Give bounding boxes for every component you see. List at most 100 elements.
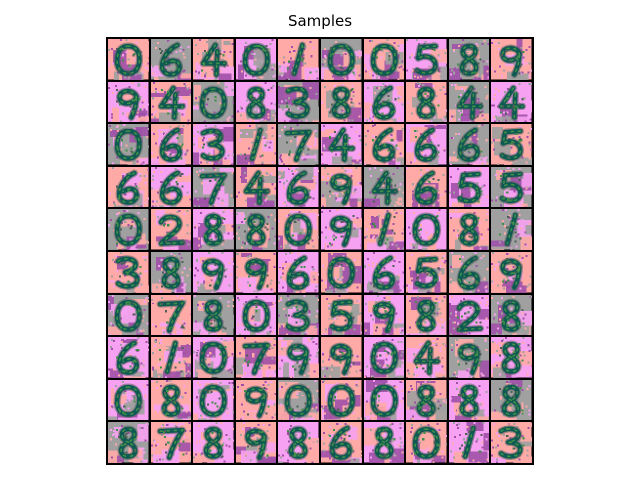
sample-image xyxy=(108,81,149,123)
sample-image xyxy=(193,422,234,463)
sample-image xyxy=(235,209,277,250)
sample-tile xyxy=(108,124,149,165)
sample-image xyxy=(150,422,192,463)
sample-image xyxy=(235,39,277,80)
sample-tile xyxy=(320,294,362,336)
sample-tile xyxy=(491,39,532,80)
sample-tile xyxy=(150,166,192,208)
sample-image xyxy=(448,251,490,293)
sample-image xyxy=(150,124,192,165)
sample-image xyxy=(235,81,277,123)
sample-tile xyxy=(193,379,234,421)
sample-image xyxy=(108,124,149,165)
sample-tile xyxy=(448,124,490,165)
sample-image xyxy=(278,39,319,80)
sample-image xyxy=(448,166,490,208)
sample-tile xyxy=(363,422,405,463)
sample-image xyxy=(108,422,149,463)
sample-image xyxy=(448,337,490,378)
sample-image xyxy=(150,39,192,80)
sample-tile xyxy=(235,294,277,336)
sample-image xyxy=(278,379,319,421)
sample-tile xyxy=(108,81,149,123)
sample-image xyxy=(108,379,149,421)
sample-tile xyxy=(193,294,234,336)
sample-tile xyxy=(278,379,319,421)
sample-image xyxy=(278,294,319,336)
sample-tile xyxy=(150,81,192,123)
sample-tile xyxy=(278,39,319,80)
sample-image xyxy=(448,422,490,463)
sample-tile xyxy=(406,124,447,165)
sample-image xyxy=(320,209,362,250)
sample-grid-frame xyxy=(106,37,534,465)
sample-image xyxy=(235,294,277,336)
sample-image xyxy=(278,81,319,123)
sample-tile xyxy=(363,124,405,165)
sample-tile xyxy=(193,124,234,165)
sample-tile xyxy=(406,39,447,80)
sample-image xyxy=(150,209,192,250)
sample-image xyxy=(448,39,490,80)
sample-image xyxy=(406,294,447,336)
sample-tile xyxy=(235,422,277,463)
sample-tile xyxy=(491,209,532,250)
sample-image xyxy=(235,422,277,463)
sample-tile xyxy=(320,166,362,208)
sample-image xyxy=(448,209,490,250)
sample-tile xyxy=(363,81,405,123)
sample-image xyxy=(363,422,405,463)
sample-tile xyxy=(150,209,192,250)
sample-tile xyxy=(363,379,405,421)
sample-tile xyxy=(491,81,532,123)
sample-tile xyxy=(278,124,319,165)
sample-image xyxy=(491,422,532,463)
sample-image xyxy=(363,379,405,421)
sample-image xyxy=(278,124,319,165)
sample-tile xyxy=(278,294,319,336)
sample-tile xyxy=(491,337,532,378)
sample-image xyxy=(108,251,149,293)
sample-image xyxy=(320,422,362,463)
sample-image xyxy=(406,337,447,378)
sample-image xyxy=(193,209,234,250)
sample-tile xyxy=(235,379,277,421)
sample-tile xyxy=(448,422,490,463)
sample-image xyxy=(406,39,447,80)
sample-tile xyxy=(406,337,447,378)
sample-tile xyxy=(448,294,490,336)
sample-tile xyxy=(235,124,277,165)
sample-image xyxy=(448,81,490,123)
sample-tile xyxy=(108,209,149,250)
sample-tile xyxy=(278,251,319,293)
sample-image xyxy=(491,294,532,336)
sample-tile xyxy=(448,81,490,123)
sample-tile xyxy=(278,166,319,208)
sample-tile xyxy=(363,166,405,208)
sample-tile xyxy=(363,251,405,293)
sample-tile xyxy=(108,337,149,378)
sample-image xyxy=(193,337,234,378)
sample-image xyxy=(406,166,447,208)
sample-tile xyxy=(278,81,319,123)
sample-tile xyxy=(363,294,405,336)
sample-tile xyxy=(150,379,192,421)
sample-image xyxy=(235,166,277,208)
sample-image xyxy=(406,422,447,463)
sample-tile xyxy=(320,251,362,293)
sample-tile xyxy=(448,379,490,421)
sample-image xyxy=(406,251,447,293)
sample-image xyxy=(193,81,234,123)
sample-image xyxy=(278,166,319,208)
sample-tile xyxy=(320,379,362,421)
sample-tile xyxy=(448,337,490,378)
sample-image xyxy=(363,337,405,378)
sample-tile xyxy=(320,422,362,463)
sample-tile xyxy=(108,39,149,80)
sample-tile xyxy=(491,166,532,208)
sample-tile xyxy=(235,251,277,293)
sample-tile xyxy=(150,124,192,165)
sample-image xyxy=(320,166,362,208)
sample-image xyxy=(363,81,405,123)
